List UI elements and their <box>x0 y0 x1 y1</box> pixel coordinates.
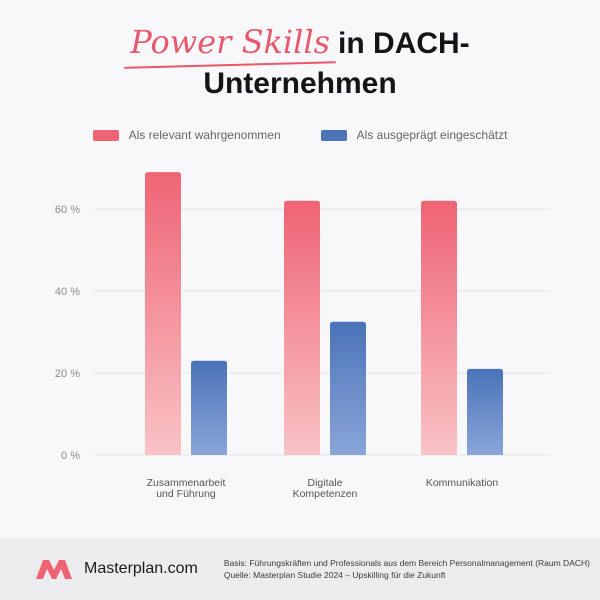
footnote-source: Quelle: Masterplan Studie 2024 – Upskill… <box>223 570 446 580</box>
x-category-label: und Führung <box>156 488 216 500</box>
y-tick-label: 0 % <box>61 450 80 462</box>
bar-pronounced <box>330 321 366 455</box>
legend: Als relevant wahrgenommen Als ausgeprägt… <box>0 128 600 142</box>
x-category-label: Digitale <box>307 477 342 489</box>
footnote-basis: Basis: Führungskräften und Professionals… <box>223 558 590 568</box>
y-tick-label: 60 % <box>55 204 80 216</box>
legend-item-relevant: Als relevant wahrgenommen <box>92 128 281 142</box>
footnote: Basis: Führungskräften und Professionals… <box>224 557 590 581</box>
title-line-2: Unternehmen <box>203 67 397 100</box>
bars <box>145 172 503 455</box>
legend-label-relevant: Als relevant wahrgenommen <box>128 128 281 142</box>
legend-swatch-pronounced <box>320 129 347 141</box>
legend-swatch-relevant <box>92 129 119 141</box>
masterplan-logo-icon <box>36 560 72 579</box>
bar-relevant <box>284 200 320 455</box>
y-tick-label: 40 % <box>55 286 80 298</box>
legend-label-pronounced: Als ausgeprägt eingeschätzt <box>356 128 508 142</box>
title-rest: in DACH- <box>338 27 470 60</box>
x-category-label: Zusammenarbeit <box>147 477 226 489</box>
bar-relevant <box>145 172 181 455</box>
logo-text: Masterplan.com <box>84 560 198 577</box>
x-category-label: Kompetenzen <box>293 488 358 500</box>
legend-item-pronounced: Als ausgeprägt eingeschätzt <box>320 128 508 142</box>
y-tick-label: 20 % <box>55 368 80 380</box>
title-highlight: Power Skills <box>124 22 337 69</box>
bar-pronounced <box>191 360 227 455</box>
bar-relevant <box>421 200 457 455</box>
chart-title: Power Skills in DACH- Unternehmen <box>0 22 600 104</box>
bar-pronounced <box>467 368 503 455</box>
x-category-label: Kommunikation <box>426 477 499 489</box>
title-script-text: Power Skills <box>130 23 331 61</box>
logo: Masterplan.com <box>34 557 198 581</box>
footer: Masterplan.com Basis: Führungskräften un… <box>0 538 600 600</box>
